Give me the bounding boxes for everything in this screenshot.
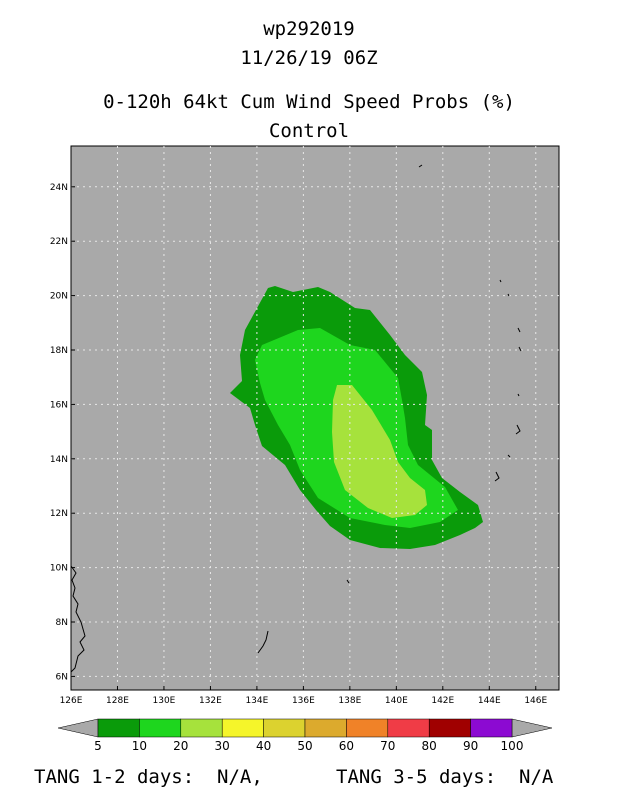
colorbar-level-label: 50 (297, 739, 312, 753)
lat-tick-label: 8N (56, 618, 68, 628)
lon-tick-label: 138E (338, 696, 361, 706)
colorbar-swatch (304, 718, 347, 738)
island-yap (346, 579, 350, 584)
colorbar-swatch (387, 718, 430, 738)
lat-tick-label: 10N (50, 564, 68, 574)
colorbar-swatch (346, 718, 389, 738)
colorbar-swatch (428, 718, 471, 738)
lon-tick-label: 140E (385, 696, 408, 706)
colorbar-level-label: 5 (94, 739, 102, 753)
lon-tick-label: 136E (292, 696, 315, 706)
island-guam (494, 471, 500, 482)
colorbar-level-label: 60 (339, 739, 354, 753)
colorbar-level-label: 80 (422, 739, 437, 753)
lon-tick-label: 130E (153, 696, 176, 706)
colorbar-swatch (139, 718, 182, 738)
tang-3-5-days: TANG 3-5 days: N/A (336, 766, 554, 788)
lon-tick-label: 128E (106, 696, 129, 706)
lon-tick-label: 142E (431, 696, 454, 706)
lon-tick-label: 132E (199, 696, 222, 706)
island-pagan (518, 346, 522, 352)
probability-regions (230, 286, 483, 549)
lat-tick-label: 12N (50, 509, 68, 519)
lon-tick-label: 126E (60, 696, 83, 706)
colorbar-level-label: 10 (132, 739, 147, 753)
island-saipan (515, 424, 521, 435)
colorbar-swatch (470, 718, 513, 738)
prob-region-20-30 (332, 385, 427, 518)
coastlines (70, 164, 522, 673)
lat-tick-label: 6N (56, 672, 68, 682)
colorbar-low-arrow (57, 718, 99, 738)
lat-tick-label: 24N (50, 183, 68, 193)
colorbar-swatch (221, 718, 264, 738)
member-title: Control (268, 120, 350, 142)
datetime-title: 11/26/19 06Z (240, 47, 378, 69)
colorbar-level-label: 90 (463, 739, 478, 753)
coastline-philippines (70, 565, 86, 673)
product-title: 0-120h 64kt Cum Wind Speed Probs (%) (103, 91, 515, 113)
colorbar-swatch (263, 718, 306, 738)
island-farallon (499, 279, 502, 283)
island-anatahan (517, 393, 520, 397)
probability-colorbar: 5 10 20 30 40 50 60 70 80 90 100 (57, 718, 553, 753)
colorbar-swatch (97, 718, 140, 738)
lon-tick-label: 134E (245, 696, 268, 706)
lat-tick-label: 14N (50, 455, 68, 465)
colorbar-level-label: 20 (173, 739, 188, 753)
colorbar-level-label: 40 (256, 739, 271, 753)
colorbar-swatch (180, 718, 223, 738)
island-rota (507, 454, 511, 458)
lon-tick-label: 146E (524, 696, 547, 706)
colorbar-high-arrow (511, 718, 553, 738)
lat-tick-label: 20N (50, 292, 68, 302)
island-maug (507, 293, 510, 297)
colorbar-level-label: 30 (215, 739, 230, 753)
lat-tick-label: 16N (50, 400, 68, 410)
island-okinotori (418, 164, 423, 168)
island-palau (257, 630, 269, 654)
map-gridlines (71, 146, 559, 690)
colorbar-level-label: 70 (380, 739, 395, 753)
latitude-axis: 6N 8N 10N 12N 14N 16N 18N 20N 22N 24N (50, 183, 75, 682)
island-agrihan (517, 327, 521, 333)
lat-tick-label: 22N (50, 237, 68, 247)
longitude-axis: 126E 128E 130E 132E 134E 136E 138E 140E 142E 144E… (60, 686, 548, 706)
colorbar-level-label: 100 (501, 739, 524, 753)
tang-1-2-days: TANG 1-2 days: N/A, (34, 766, 263, 788)
storm-id-title: wp292019 (263, 18, 355, 40)
lat-tick-label: 18N (50, 346, 68, 356)
lon-tick-label: 144E (478, 696, 501, 706)
